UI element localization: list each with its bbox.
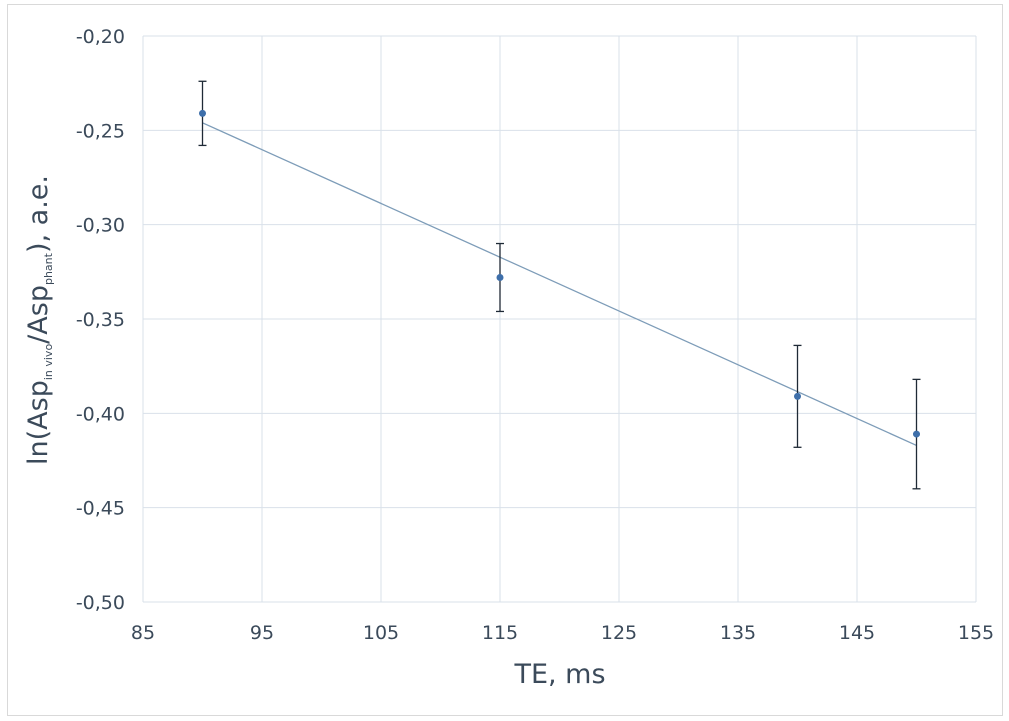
x-tick-label: 155 [958,622,994,644]
marks [198,80,921,490]
x-tick-label: 125 [601,622,637,644]
data-point [794,392,801,400]
grid [142,35,977,603]
x-tick-label: 85 [131,622,155,644]
data-point [496,273,504,281]
y-tick-label: -0,45 [76,498,125,520]
x-tick-label: 105 [363,622,399,644]
x-tick-label: 95 [250,622,274,644]
y-axis-label: ln(Aspin vivo/Aspphant), a.e. [23,175,55,465]
chart-frame [7,4,1003,716]
x-ticks: 85 95 105 115 125 135 145 155 [131,622,994,644]
y-tick-label: -0,50 [76,592,125,614]
y-tick-label: -0,40 [76,403,125,425]
x-axis-label: TE, ms [513,659,605,690]
y-ticks: -0,20 -0,25 -0,30 -0,35 -0,40 -0,45 -0,50 [76,26,125,614]
trendline [202,122,917,446]
y-tick-label: -0,20 [76,26,125,48]
data-point [199,109,206,117]
x-tick-label: 135 [720,622,756,644]
y-tick-label: -0,25 [76,120,125,142]
x-tick-label: 145 [839,622,875,644]
y-tick-label: -0,30 [76,215,125,237]
x-tick-label: 115 [482,622,518,644]
y-tick-label: -0,35 [76,309,125,331]
data-point [913,430,920,438]
